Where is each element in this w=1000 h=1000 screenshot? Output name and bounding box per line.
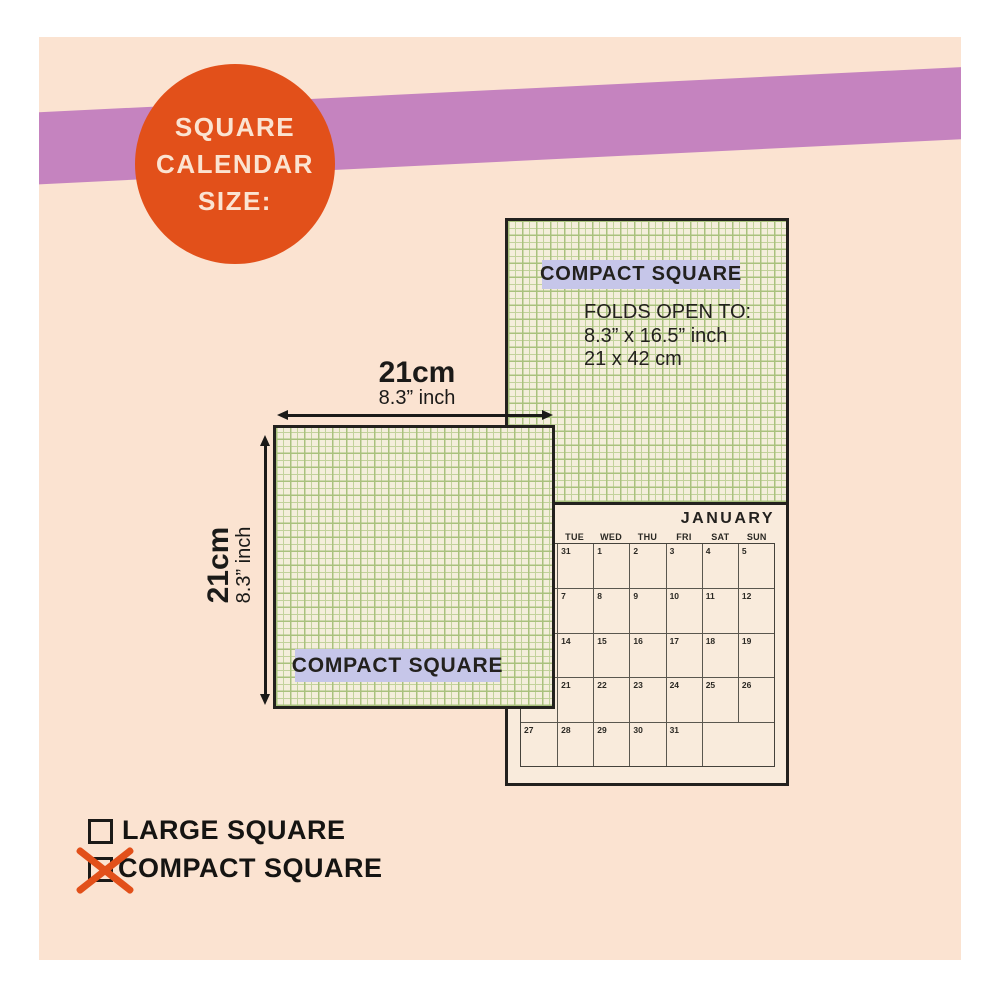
badge-line-2: CALENDAR	[156, 148, 314, 179]
calendar-day-cell	[737, 721, 774, 766]
day-headers-row: TUE WED THU FRI SAT SUN	[520, 532, 775, 543]
calendar-day-cell: 21	[557, 677, 594, 722]
badge-line-1: SQUARE	[174, 111, 296, 142]
day-header: THU	[637, 532, 658, 542]
compact-square-chip-top: COMPACT SQUARE	[540, 260, 741, 289]
width-inch: 8.3” inch	[378, 387, 456, 409]
compact-square-chip-front: COMPACT SQUARE	[292, 649, 502, 682]
height-dimension-label: 21cm 8.3” inch	[202, 475, 263, 655]
calendar-day-cell: 4	[701, 544, 738, 589]
width-cm: 21cm	[378, 356, 456, 389]
size-badge-text: SQUARE CALENDAR SIZE:	[156, 109, 314, 220]
day-header: SAT	[711, 532, 730, 542]
folds-line-3: 21 x 42 cm	[584, 348, 682, 370]
calendar-day-cell: 18	[701, 632, 738, 678]
height-arrow-head-top	[260, 435, 270, 446]
width-arrow-head-right	[542, 410, 553, 420]
calendar-day-cell: 31	[665, 721, 702, 766]
large-square-checkbox[interactable]	[88, 819, 113, 844]
height-inch: 8.3” inch	[233, 526, 255, 604]
calendar-day-cell: 12	[737, 588, 774, 633]
calendar-day-cell: 24	[665, 677, 702, 722]
cross-check-icon	[70, 845, 140, 895]
folds-line-2: 8.3” x 16.5” inch	[584, 324, 728, 347]
calendar-day-cell: 9	[629, 588, 666, 633]
month-grid: 31 1 2 3 4 5 7 8 9 10 11 12 14 15 16 17 18 19 21 22 23 24 25 26…	[520, 543, 775, 767]
month-title: JANUARY	[680, 510, 775, 527]
day-header: WED	[600, 532, 623, 542]
calendar-day-cell: 26	[737, 677, 774, 722]
height-cm: 21cm	[202, 526, 235, 604]
calendar-day-cell: 30	[629, 721, 666, 766]
width-arrow-head-left	[277, 410, 288, 420]
height-arrow	[260, 435, 270, 705]
calendar-day-cell: 29	[593, 721, 630, 766]
width-arrow-line	[284, 414, 546, 417]
calendar-day-cell: 14	[557, 632, 594, 678]
calendar-day-cell: 25	[701, 677, 738, 722]
calendar-day-cell: 19	[737, 632, 774, 678]
day-header: TUE	[565, 532, 585, 542]
width-arrow	[277, 410, 553, 420]
front-square-cover: COMPACT SQUARE	[273, 425, 555, 709]
calendar-day-cell: 8	[593, 588, 630, 633]
folds-open-text: FOLDS OPEN TO: 8.3” x 16.5” inch 21 x 42…	[584, 301, 751, 372]
size-badge: SQUARE CALENDAR SIZE:	[135, 64, 335, 264]
calendar-day-cell: 27	[521, 721, 558, 766]
height-arrow-head-bottom	[260, 694, 270, 705]
day-header: FRI	[676, 532, 692, 542]
day-header: SUN	[746, 532, 767, 542]
calendar-day-cell: 31	[557, 544, 593, 589]
calendar-day-cell: 7	[557, 588, 594, 633]
calendar-day-cell: 5	[737, 544, 774, 589]
calendar-day-cell: 17	[665, 632, 702, 678]
calendar-day-cell: 22	[593, 677, 630, 722]
badge-line-3: SIZE:	[198, 185, 272, 216]
calendar-day-cell: 3	[665, 544, 702, 589]
calendar-day-cell: 16	[629, 632, 666, 678]
calendar-day-cell: 11	[701, 588, 738, 633]
calendar-day-cell: 15	[593, 632, 630, 678]
calendar-day-cell: 2	[629, 544, 665, 589]
width-dimension-label: 21cm 8.3” inch	[327, 357, 507, 409]
folds-line-1: FOLDS OPEN TO:	[584, 301, 752, 323]
calendar-day-cell	[701, 721, 738, 766]
calendar-day-cell: 10	[665, 588, 702, 633]
compact-square-label: COMPACT SQUARE	[118, 853, 383, 883]
calendar-day-cell: 23	[629, 677, 666, 722]
calendar-day-cell: 1	[593, 544, 629, 589]
calendar-day-cell: 28	[557, 721, 594, 766]
height-arrow-line	[264, 442, 267, 698]
large-square-label: LARGE SQUARE	[122, 815, 346, 845]
